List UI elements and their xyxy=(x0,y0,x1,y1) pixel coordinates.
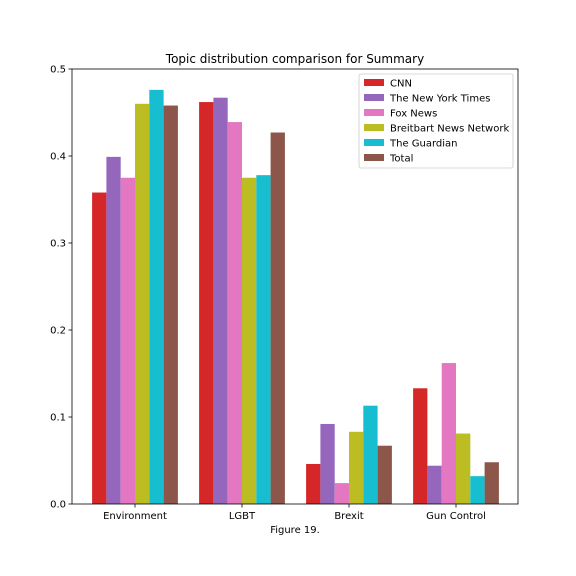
y-tick-label: 0.0 xyxy=(50,500,66,511)
x-axis: Environment LGBT Brexit Gun Control xyxy=(103,504,486,522)
y-tick-label: 0.5 xyxy=(50,65,66,76)
legend-box xyxy=(358,73,514,169)
bar-cnn-gun-control xyxy=(413,388,428,504)
bar-breitbart-news-network-gun-control xyxy=(456,433,471,504)
legend-label: CNN xyxy=(390,79,412,90)
y-tick-label: 0.1 xyxy=(50,413,66,424)
bar-fox-news-brexit xyxy=(334,483,349,504)
legend-swatch xyxy=(364,124,384,131)
y-tick-label: 0.4 xyxy=(50,152,66,163)
bar-breitbart-news-network-environment xyxy=(135,103,150,505)
bar-total-gun-control xyxy=(484,462,499,504)
legend-label: The New York Times xyxy=(389,94,490,105)
legend-swatch xyxy=(364,139,384,146)
bar-the-guardian-brexit xyxy=(363,405,378,504)
bar-the-guardian-gun-control xyxy=(470,476,485,504)
bars-group xyxy=(92,89,499,505)
legend: CNN The New York Times Fox News Breitbart N… xyxy=(358,73,514,169)
x-tick-label: Gun Control xyxy=(426,511,486,522)
bar-total-brexit xyxy=(377,445,392,504)
legend-label: The Guardian xyxy=(389,139,458,150)
bar-the-guardian-environment xyxy=(149,89,164,504)
bar-total-environment xyxy=(163,105,178,504)
x-tick-label: Brexit xyxy=(334,511,363,522)
legend-label: Breitbart News Network xyxy=(390,124,509,135)
bar-total-lgbt xyxy=(270,132,285,504)
bar-the-new-york-times-gun-control xyxy=(427,465,442,504)
bar-the-new-york-times-lgbt xyxy=(213,97,228,505)
bar-fox-news-lgbt xyxy=(227,122,242,504)
bar-fox-news-gun-control xyxy=(441,363,456,504)
bar-the-new-york-times-environment xyxy=(106,156,121,504)
y-tick-label: 0.2 xyxy=(50,326,66,337)
legend-swatch xyxy=(364,154,384,161)
chart-title: Topic distribution comparison for Summar… xyxy=(165,52,424,66)
bar-breitbart-news-network-brexit xyxy=(349,431,364,504)
bar-breitbart-news-network-lgbt xyxy=(242,177,257,504)
bar-the-new-york-times-brexit xyxy=(320,423,335,504)
bar-cnn-environment xyxy=(92,192,107,505)
x-tick-label: Environment xyxy=(103,511,167,522)
bar-the-guardian-lgbt xyxy=(256,175,271,504)
legend-swatch xyxy=(364,94,384,101)
x-axis-label: Figure 19. xyxy=(270,525,320,536)
x-tick-label: LGBT xyxy=(229,511,256,522)
y-tick-label: 0.3 xyxy=(50,239,66,250)
legend-swatch xyxy=(364,79,384,86)
legend-label: Fox News xyxy=(390,109,437,120)
bar-cnn-brexit xyxy=(306,463,321,504)
bar-fox-news-environment xyxy=(120,177,135,504)
plot-frame xyxy=(71,68,519,505)
legend-label: Total xyxy=(389,154,413,165)
y-axis: 0.0 0.1 0.2 0.3 0.4 0.5 xyxy=(50,65,72,511)
legend-swatch xyxy=(364,109,384,116)
bar-cnn-lgbt xyxy=(199,102,214,504)
